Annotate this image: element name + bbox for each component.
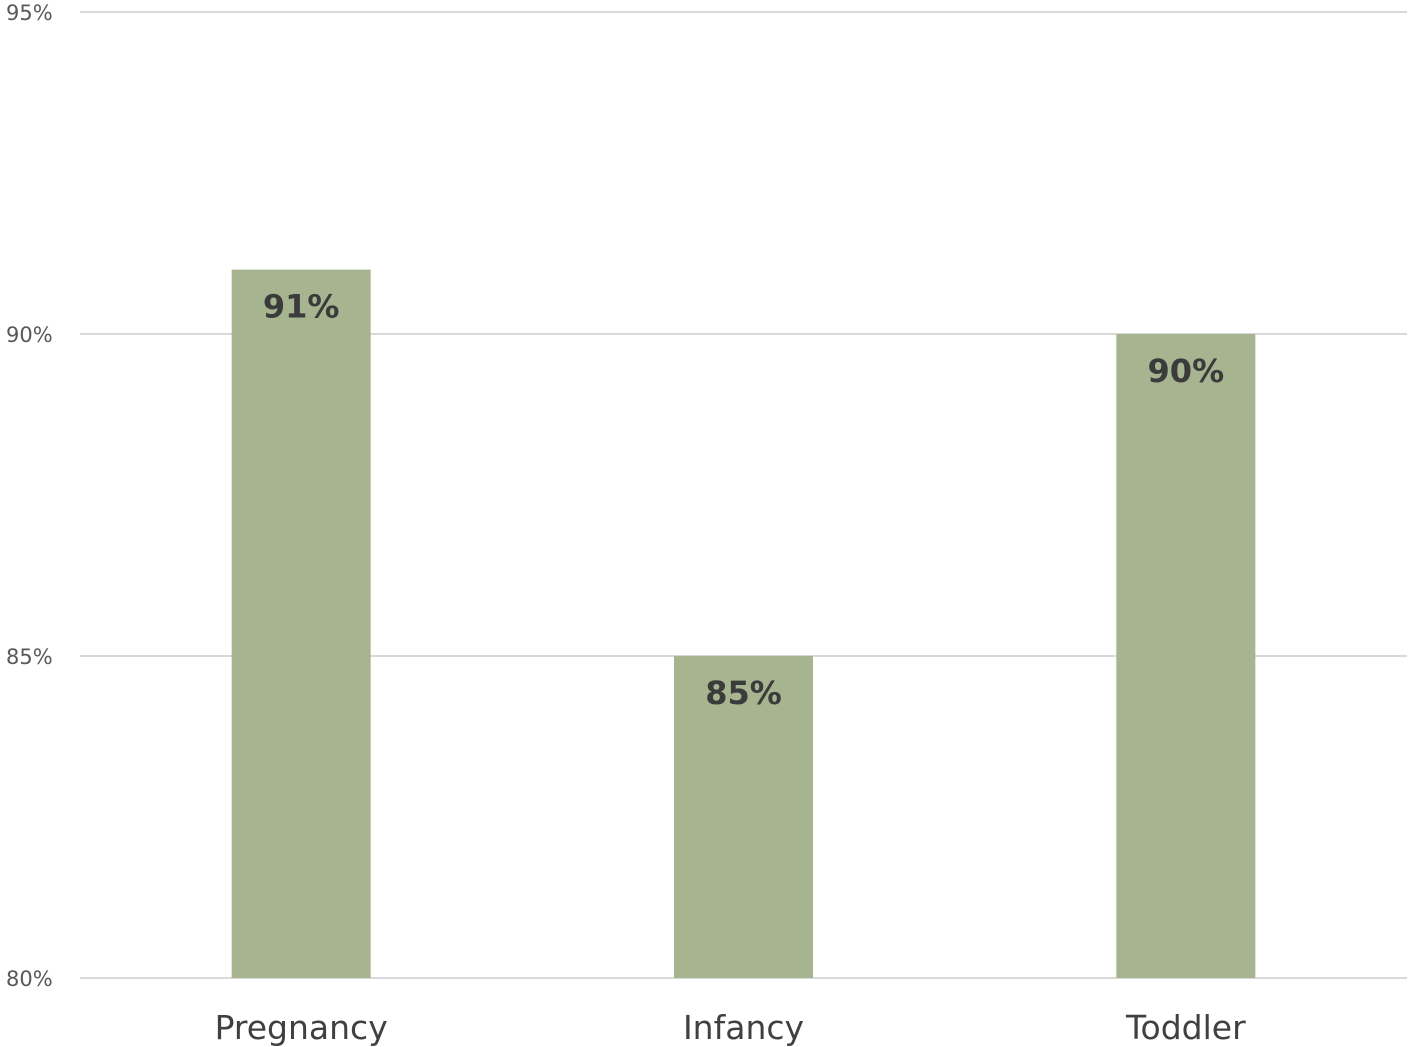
x-axis-ticks: Pregnancy Infancy Toddler	[215, 1008, 1246, 1047]
y-tick-label-0: 80%	[6, 967, 53, 991]
bars	[231, 269, 1256, 979]
y-tick-label-1: 85%	[6, 645, 53, 669]
bar-infancy	[674, 656, 813, 978]
y-axis-ticks: 80% 85% 90% 95%	[6, 1, 53, 991]
bar-pregnancy	[231, 269, 371, 979]
x-tick-label-toddler: Toddler	[1125, 1008, 1246, 1047]
bar-toddler	[1116, 334, 1256, 978]
data-label-infancy: 85%	[705, 674, 782, 712]
x-tick-label-infancy: Infancy	[683, 1008, 804, 1047]
data-label-pregnancy: 91%	[263, 288, 340, 326]
data-label-toddler: 90%	[1148, 352, 1225, 390]
y-tick-label-2: 90%	[6, 323, 53, 347]
y-tick-label-3: 95%	[6, 1, 53, 25]
x-tick-label-pregnancy: Pregnancy	[215, 1008, 388, 1047]
data-labels: 91% 85% 90%	[263, 288, 1224, 712]
